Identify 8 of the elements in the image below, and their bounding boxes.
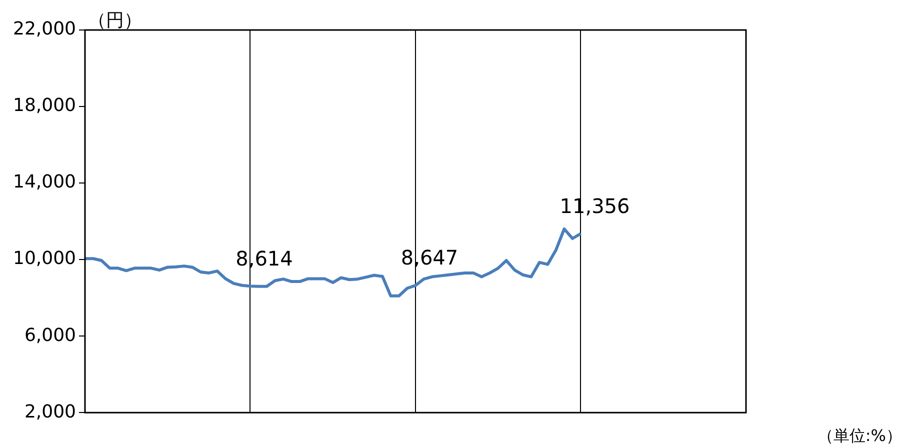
y-tick-label: 6,000: [24, 324, 76, 346]
y-axis-title: （円）: [88, 9, 142, 32]
y-tick-label: 22,000: [13, 18, 76, 40]
y-tick-label: 10,000: [13, 248, 76, 270]
y-tick-label: 18,000: [13, 95, 76, 116]
y-tick-label: 2,000: [24, 401, 76, 422]
y-tick-label: 14,000: [13, 172, 76, 193]
text: （単位:%）: [817, 426, 902, 446]
